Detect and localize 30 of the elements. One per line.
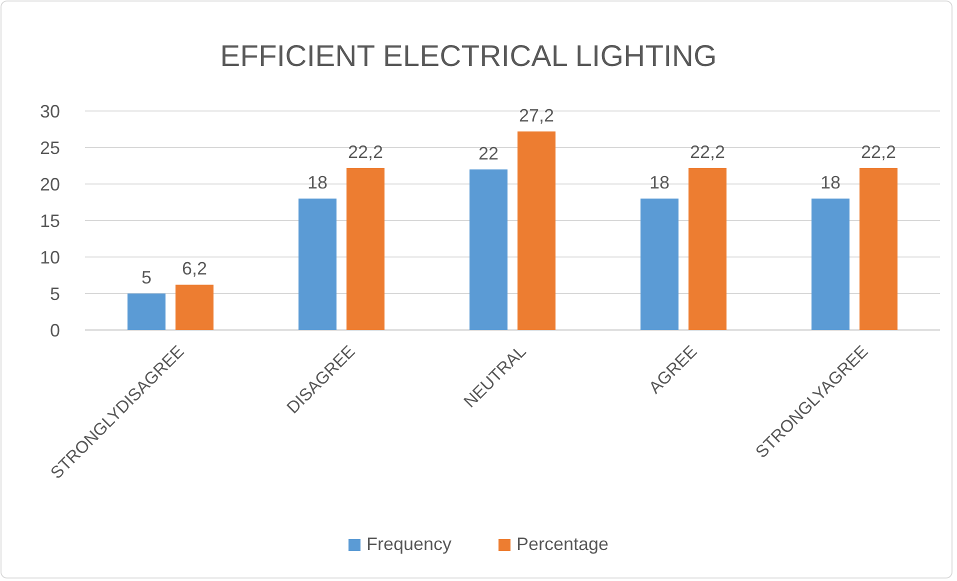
- y-tick-label: 5: [50, 284, 60, 304]
- y-tick-label: 25: [40, 138, 60, 158]
- legend-label: Percentage: [516, 534, 609, 554]
- y-tick-label: 15: [40, 210, 60, 231]
- chart-title: EFFICIENT ELECTRICAL LIGHTING: [220, 40, 717, 73]
- bar: [176, 284, 214, 330]
- bar: [346, 168, 384, 330]
- data-label: 22,2: [690, 142, 726, 162]
- data-label: 22: [478, 143, 499, 164]
- legend-label: Frequency: [366, 534, 452, 554]
- bar: [812, 198, 850, 330]
- bar: [640, 198, 678, 330]
- y-tick-label: 30: [40, 101, 60, 122]
- y-tick-label: 0: [50, 320, 60, 340]
- bar: [298, 198, 336, 330]
- data-label: 18: [307, 172, 328, 193]
- bar: [128, 294, 166, 330]
- data-label: 5: [141, 268, 152, 288]
- data-label: 18: [649, 172, 670, 193]
- y-tick-label: 10: [40, 247, 60, 268]
- data-label: 22,2: [860, 142, 896, 162]
- data-label: 18: [820, 172, 841, 193]
- data-label: 27,2: [518, 105, 554, 126]
- data-label: 6,2: [182, 258, 208, 279]
- bar: [470, 169, 508, 330]
- bar: [518, 131, 556, 330]
- data-label: 22,2: [348, 142, 384, 162]
- y-tick-label: 20: [40, 174, 60, 194]
- bar: [860, 168, 898, 330]
- bar: [688, 168, 726, 330]
